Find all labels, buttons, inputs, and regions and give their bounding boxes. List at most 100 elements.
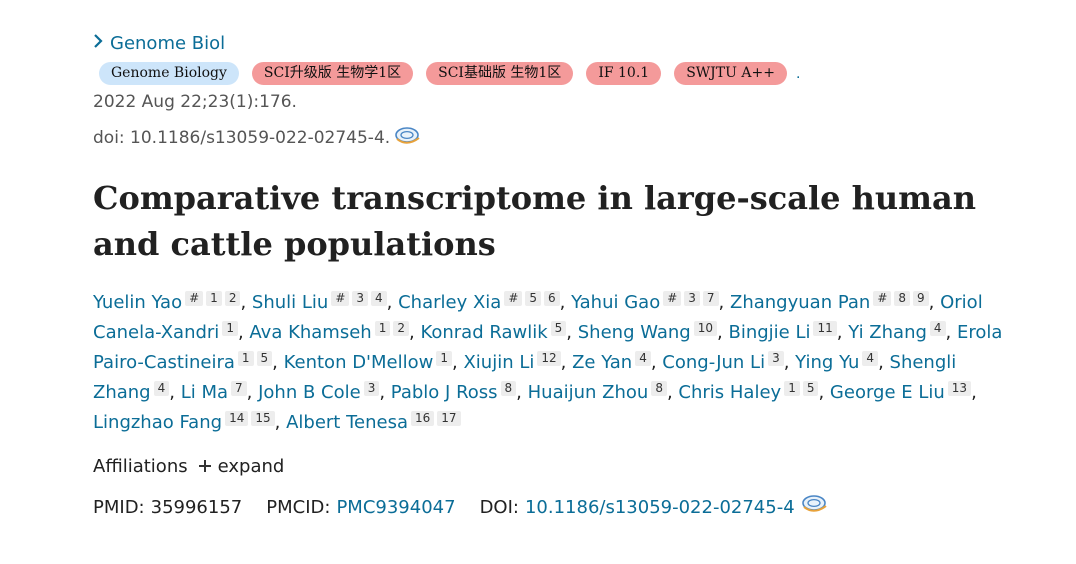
author-affiliation-ref[interactable]: 14 [225,411,249,426]
author-affiliation-ref[interactable]: 5 [802,381,819,396]
author-affiliation-ref[interactable]: 16 [410,411,435,426]
author-name-link[interactable]: Ze Yan [572,352,633,373]
author-separator: , [818,382,830,403]
author-affiliation-ref[interactable]: 7 [702,291,719,306]
author-name-link[interactable]: Shengli Zhang [93,352,957,403]
author-affiliation-ref[interactable]: 6 [544,291,560,306]
author-affiliation-ref[interactable]: 5 [256,351,273,366]
author-affiliation-ref[interactable]: # [185,291,204,306]
lookup-icon[interactable] [801,494,829,516]
author-item: Li Ma 7 [180,381,247,403]
author-affiliation-ref[interactable]: 3 [684,291,700,306]
author-item: Bingjie Li 11 [728,321,837,343]
author-item: Huaijun Zhou 8 [527,381,667,403]
author-affiliation-ref[interactable]: 15 [251,411,275,426]
author-affiliation-ref[interactable]: # [873,291,892,306]
author-separator: , [559,292,572,313]
author-name-link[interactable]: Pablo J Ross [390,382,498,403]
author-affiliation-ref[interactable]: 13 [947,381,972,396]
author-name-link[interactable]: Charley Xia [398,292,502,313]
author-affiliation-ref[interactable]: # [663,291,682,306]
author-item: Sheng Wang 10 [577,321,718,343]
author-name-link[interactable]: Konrad Rawlik [420,322,548,343]
doi-label: DOI: [479,497,519,518]
author-affiliation-ref[interactable]: 4 [153,381,170,396]
author-affiliation-ref[interactable]: 2 [224,291,241,306]
author-affiliation-ref[interactable]: # [504,291,523,306]
author-affiliation-ref[interactable]: 17 [437,411,461,426]
author-separator: , [783,352,796,373]
author-name-link[interactable]: John B Cole [258,382,361,403]
author-affiliation-ref[interactable]: 4 [371,291,387,306]
author-affiliation-ref[interactable]: 1 [374,321,391,336]
author-name-link[interactable]: Shuli Liu [251,292,329,313]
author-name-link[interactable]: Ava Khamseh [249,322,372,343]
author-affiliation-ref[interactable]: 4 [635,351,651,366]
author-item: Xiujin Li 12 [463,351,561,373]
author-separator: , [240,292,252,313]
author-separator: , [272,352,284,373]
author-separator: , [452,352,464,373]
author-name-link[interactable]: Yuelin Yao [93,292,183,313]
doi-text: doi: 10.1186/s13059-022-02745-4. [93,128,391,148]
author-name-link[interactable]: Yahui Gao [571,292,661,313]
author-item: Shengli Zhang 4 [93,352,956,403]
doi-line: doi: 10.1186/s13059-022-02745-4. [93,126,422,148]
author-name-link[interactable]: Zhangyuan Pan [730,292,871,313]
author-name-link[interactable]: Ying Yu [795,352,860,373]
author-separator: , [650,352,663,373]
author-name-link[interactable]: Albert Tenesa [286,412,408,433]
pmcid-link[interactable]: PMC9394047 [336,497,456,518]
affiliations-expand[interactable]: expand [198,456,284,477]
author-affiliation-ref[interactable]: 4 [862,351,879,366]
badge-impact-factor: IF 10.1 [586,62,662,85]
author-affiliation-ref[interactable]: 8 [500,381,517,396]
author-item: Pablo J Ross 8 [390,381,517,403]
journal-link[interactable]: Genome Biol [93,33,225,54]
author-separator: , [878,352,890,373]
author-affiliation-ref[interactable]: 3 [768,351,784,366]
author-item: Erola Pairo-Castineira 1 5 [93,322,1002,373]
author-affiliation-ref[interactable]: 7 [231,381,247,396]
author-affiliation-ref[interactable]: 5 [525,291,542,306]
author-name-link[interactable]: Li Ma [180,382,229,403]
author-affiliation-ref[interactable]: 8 [651,381,667,396]
author-affiliation-ref[interactable]: 8 [894,291,911,306]
author-separator: , [666,382,679,403]
author-name-link[interactable]: Bingjie Li [728,322,811,343]
author-affiliation-ref[interactable]: 1 [436,351,452,366]
author-affiliation-ref[interactable]: 3 [363,381,380,396]
lookup-icon[interactable] [394,126,422,148]
author-name-link[interactable]: Chris Haley [678,382,782,403]
author-affiliation-ref[interactable]: 1 [237,351,254,366]
author-name-link[interactable]: Kenton D'Mellow [283,352,434,373]
author-affiliation-ref[interactable]: 1 [222,321,238,336]
author-name-link[interactable]: Yi Zhang [848,322,927,343]
author-affiliation-ref[interactable]: # [331,291,350,306]
author-affiliation-ref[interactable]: 2 [393,321,409,336]
author-item: Yi Zhang 4 [848,321,946,343]
author-item: Yuelin Yao #1 2 [93,291,241,313]
author-name-link[interactable]: Xiujin Li [463,352,535,373]
author-affiliation-ref[interactable]: 12 [537,351,561,366]
identifiers-row: PMID: 35996157 PMCID: PMC9394047 DOI: 10… [93,494,829,518]
author-name-link[interactable]: Huaijun Zhou [527,382,649,403]
page-title: Comparative transcriptome in large-scale… [93,179,977,263]
author-name-link[interactable]: Sheng Wang [577,322,691,343]
author-affiliation-ref[interactable]: 4 [929,321,946,336]
author-affiliation-ref[interactable]: 3 [352,291,369,306]
author-name-link[interactable]: Oriol Canela-Xandri [93,292,983,343]
author-name-link[interactable]: Cong-Jun Li [662,352,766,373]
author-affiliation-ref[interactable]: 1 [784,381,800,396]
author-name-link[interactable]: Erola Pairo-Castineira [93,322,1003,373]
author-affiliation-ref[interactable]: 10 [693,321,718,336]
author-affiliation-ref[interactable]: 11 [813,321,837,336]
author-name-link[interactable]: Lingzhao Fang [93,412,223,433]
author-name-link[interactable]: George E Liu [829,382,945,403]
author-item: Shuli Liu #3 4 [251,291,387,313]
author-affiliation-ref[interactable]: 5 [550,321,567,336]
author-affiliation-ref[interactable]: 9 [913,291,929,306]
doi-link[interactable]: 10.1186/s13059-022-02745-4 [524,497,795,518]
badge-sci-basic: SCI基础版 生物1区 [426,62,574,85]
author-affiliation-ref[interactable]: 1 [206,291,222,306]
